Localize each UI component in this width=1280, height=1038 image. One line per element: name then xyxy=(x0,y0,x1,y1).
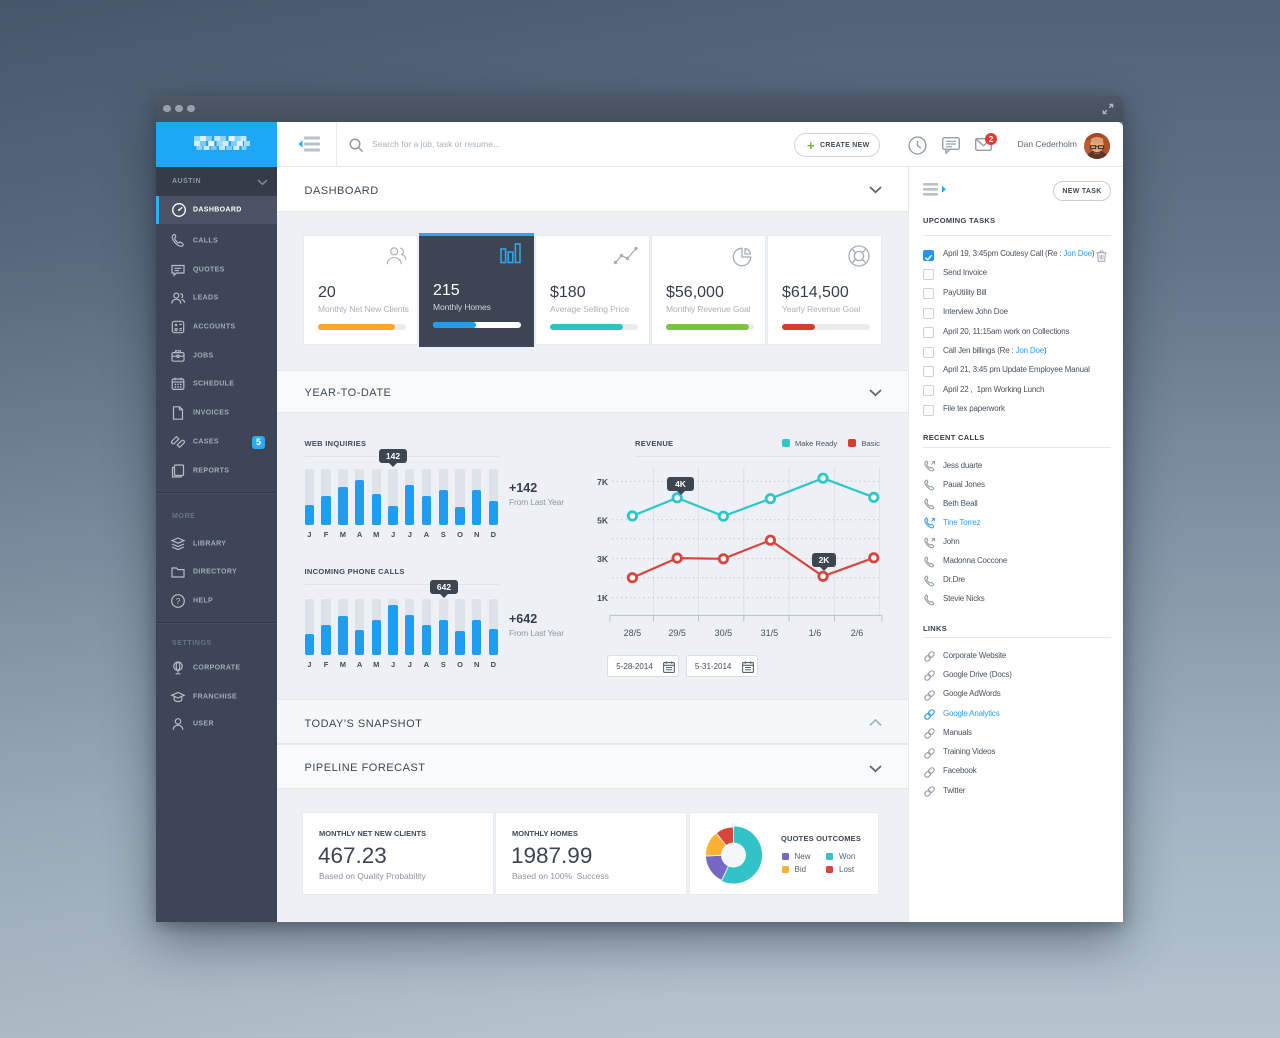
svg-text:1K: 1K xyxy=(597,593,609,603)
svg-text:7K: 7K xyxy=(597,477,609,487)
svg-text:?: ? xyxy=(176,596,181,606)
svg-text:28/5: 28/5 xyxy=(624,628,642,638)
svg-text:1/6: 1/6 xyxy=(809,628,822,638)
svg-text:5K: 5K xyxy=(597,515,609,525)
svg-text:2/6: 2/6 xyxy=(851,628,864,638)
svg-text:3K: 3K xyxy=(597,554,609,564)
svg-text:30/5: 30/5 xyxy=(715,628,733,638)
svg-text:31/5: 31/5 xyxy=(761,628,779,638)
svg-text:29/5: 29/5 xyxy=(668,628,686,638)
